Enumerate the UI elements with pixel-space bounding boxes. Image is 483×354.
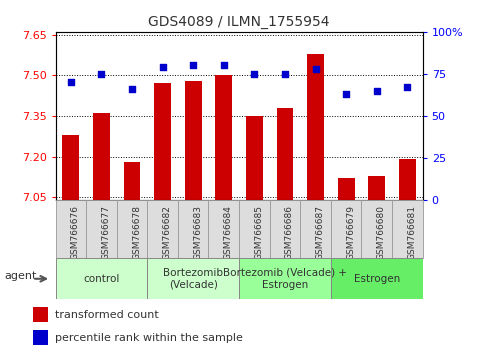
Point — [67, 80, 75, 85]
Bar — [399, 159, 416, 200]
Text: GSM766677: GSM766677 — [101, 205, 111, 260]
Point — [98, 71, 105, 77]
Text: GSM766680: GSM766680 — [377, 205, 386, 260]
Point — [403, 85, 411, 90]
Bar — [147, 200, 178, 258]
Bar — [331, 258, 423, 299]
Bar — [124, 162, 141, 200]
Text: percentile rank within the sample: percentile rank within the sample — [55, 333, 242, 343]
Bar — [369, 176, 385, 200]
Bar — [33, 307, 48, 322]
Bar — [93, 113, 110, 200]
Bar — [277, 108, 293, 200]
Bar — [239, 200, 270, 258]
Bar — [270, 200, 300, 258]
Bar — [62, 135, 79, 200]
Bar — [331, 200, 361, 258]
Text: GSM766683: GSM766683 — [193, 205, 202, 260]
Bar — [361, 200, 392, 258]
Bar — [117, 200, 147, 258]
Bar — [209, 200, 239, 258]
Bar — [246, 116, 263, 200]
Point — [251, 71, 258, 77]
Bar — [307, 53, 324, 200]
Text: control: control — [83, 274, 120, 284]
Point — [159, 64, 167, 70]
Point — [373, 88, 381, 93]
Point — [189, 63, 197, 68]
Bar — [154, 84, 171, 200]
Text: GSM766678: GSM766678 — [132, 205, 141, 260]
Bar — [56, 200, 86, 258]
Text: GSM766684: GSM766684 — [224, 205, 233, 259]
Bar — [178, 200, 209, 258]
Text: GSM766682: GSM766682 — [163, 205, 171, 259]
Point — [312, 66, 319, 72]
Bar — [338, 178, 355, 200]
Title: GDS4089 / ILMN_1755954: GDS4089 / ILMN_1755954 — [148, 16, 330, 29]
Bar — [185, 81, 201, 200]
Bar — [239, 258, 331, 299]
Text: GSM766686: GSM766686 — [285, 205, 294, 260]
Point — [128, 86, 136, 92]
Text: agent: agent — [4, 270, 37, 280]
Bar — [300, 200, 331, 258]
Text: GSM766681: GSM766681 — [407, 205, 416, 260]
Text: transformed count: transformed count — [55, 310, 158, 320]
Text: GSM766685: GSM766685 — [255, 205, 263, 260]
Text: GSM766679: GSM766679 — [346, 205, 355, 260]
Point — [220, 63, 227, 68]
Bar — [392, 200, 423, 258]
Point — [342, 91, 350, 97]
Text: Bortezomib (Velcade) +
Estrogen: Bortezomib (Velcade) + Estrogen — [223, 268, 347, 290]
Bar — [147, 258, 239, 299]
Text: GSM766676: GSM766676 — [71, 205, 80, 260]
Point — [281, 71, 289, 77]
Bar — [56, 258, 147, 299]
Bar — [215, 75, 232, 200]
Bar — [33, 330, 48, 345]
Bar — [86, 200, 117, 258]
Text: Bortezomib
(Velcade): Bortezomib (Velcade) — [163, 268, 223, 290]
Text: GSM766687: GSM766687 — [315, 205, 325, 260]
Text: Estrogen: Estrogen — [354, 274, 400, 284]
